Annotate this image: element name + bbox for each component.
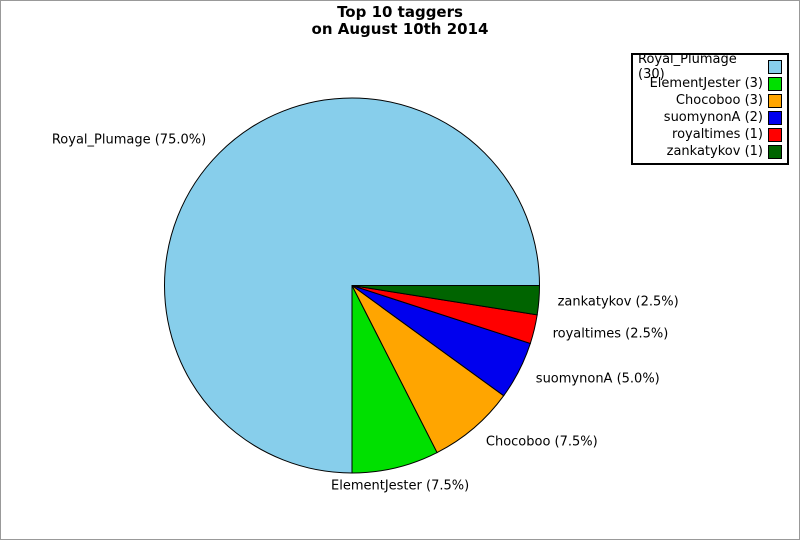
legend-label: Chocoboo (3) [675,93,763,108]
legend-row-zankatykov: zankatykov (1) [638,143,782,160]
legend-label: Royal_Plumage (30) [638,51,737,82]
legend-swatch [768,144,782,159]
chart-title-line1: Top 10 taggers [337,3,463,21]
legend-label: royaltimes (1) [672,127,763,142]
legend-row-royaltimes: royaltimes (1) [638,126,782,143]
chart-title: Top 10 taggers on August 10th 2014 [1,4,799,38]
slice-label-Chocoboo: Chocoboo (7.5%) [485,434,598,450]
legend-row-Chocoboo: Chocoboo (3) [638,92,782,109]
slice-label-suomynonA: suomynonA (5.0%) [535,371,660,387]
legend-row-Royal_Plumage: Royal_Plumage (30) [638,52,782,82]
slice-label-royaltimes: royaltimes (2.5%) [552,326,669,342]
slice-label-Royal_Plumage: Royal_Plumage (75.0%) [51,132,207,148]
pie-slice-zankatykov [351,285,541,316]
legend-swatch [768,93,782,108]
slice-label-zankatykov: zankatykov (2.5%) [557,294,679,310]
legend-label: zankatykov (1) [666,144,763,159]
chart-title-line2: on August 10th 2014 [311,20,489,38]
legend-label: suomynonA (2) [663,110,763,125]
legend-row-ElementJester: ElementJester (3) [638,75,782,92]
legend-swatch [768,127,782,142]
legend-swatch [768,76,782,91]
legend-swatch [768,110,782,125]
legend-swatch [768,59,782,74]
legend-label: ElementJester (3) [649,76,763,91]
legend-row-suomynonA: suomynonA (2) [638,109,782,126]
slice-label-ElementJester: ElementJester (7.5%) [331,478,470,494]
legend: Royal_Plumage (30) ElementJester (3) Choco… [631,52,789,165]
